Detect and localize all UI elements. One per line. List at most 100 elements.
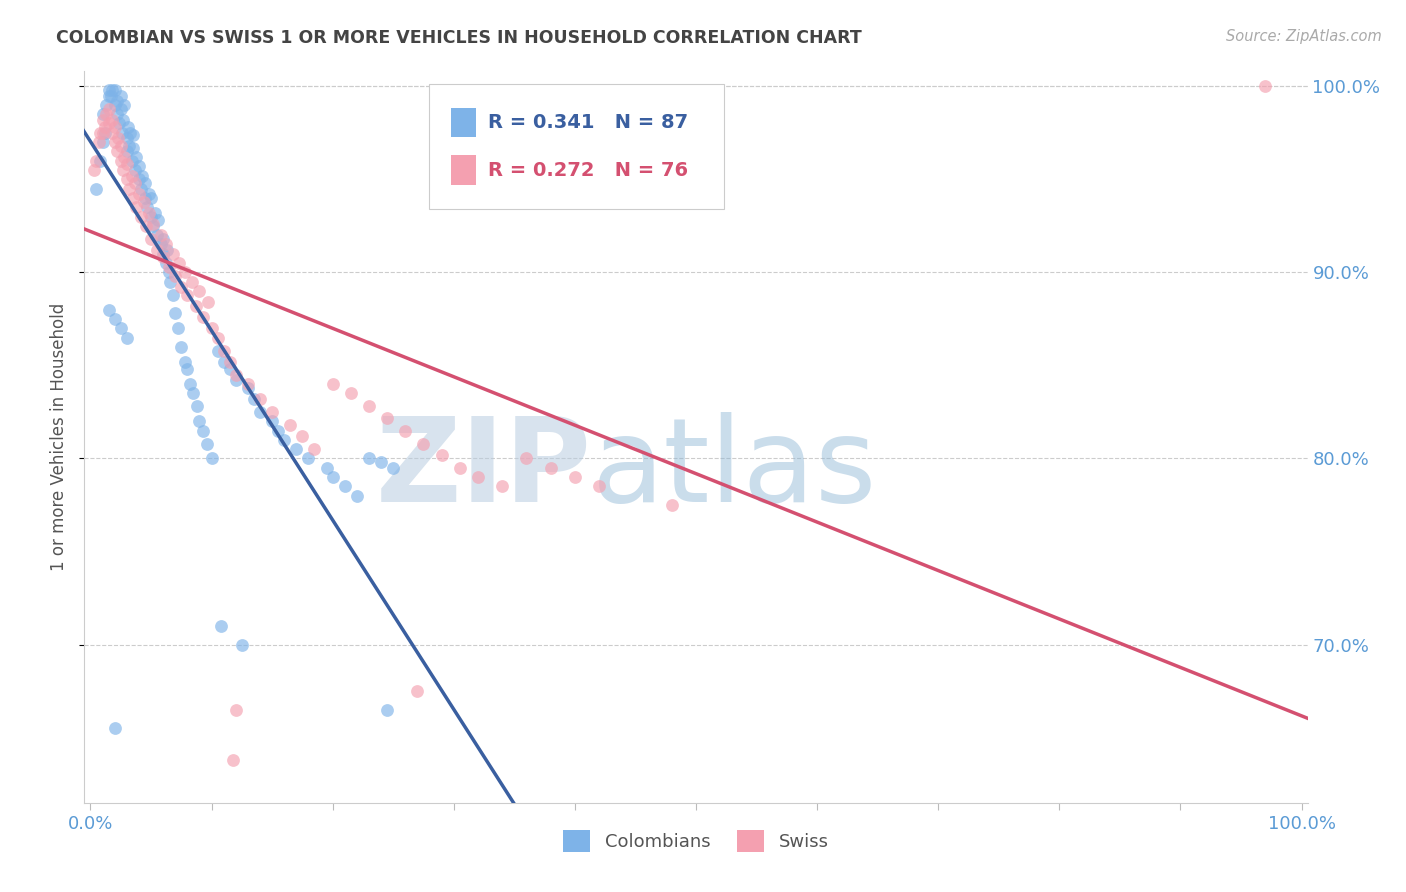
Point bbox=[138, 206, 160, 220]
Text: atlas: atlas bbox=[592, 412, 877, 527]
Point bbox=[142, 217, 165, 231]
Point bbox=[357, 400, 380, 414]
Point bbox=[139, 191, 162, 205]
Point bbox=[115, 131, 138, 145]
Point bbox=[1254, 79, 1277, 94]
Point bbox=[225, 703, 247, 717]
Point bbox=[156, 243, 179, 257]
Point bbox=[207, 330, 229, 344]
Point bbox=[165, 306, 187, 320]
Point bbox=[121, 128, 143, 142]
Point bbox=[105, 107, 128, 121]
Point bbox=[170, 280, 193, 294]
Point bbox=[138, 187, 160, 202]
Point bbox=[170, 340, 193, 354]
FancyBboxPatch shape bbox=[451, 155, 475, 185]
Point bbox=[112, 163, 135, 178]
Point bbox=[162, 287, 184, 301]
Point bbox=[112, 112, 135, 127]
Text: COLOMBIAN VS SWISS 1 OR MORE VEHICLES IN HOUSEHOLD CORRELATION CHART: COLOMBIAN VS SWISS 1 OR MORE VEHICLES IN… bbox=[56, 29, 862, 46]
Point bbox=[207, 343, 229, 358]
Point bbox=[83, 163, 105, 178]
Point bbox=[370, 455, 392, 469]
Point bbox=[155, 256, 177, 270]
Point bbox=[222, 753, 245, 767]
Point bbox=[322, 377, 344, 392]
Point bbox=[94, 126, 117, 140]
Point bbox=[121, 153, 143, 168]
Point bbox=[243, 392, 266, 406]
Point bbox=[87, 135, 110, 149]
Point bbox=[104, 135, 127, 149]
Point bbox=[291, 429, 314, 443]
Point bbox=[449, 460, 471, 475]
Point bbox=[181, 275, 204, 289]
Point bbox=[129, 210, 152, 224]
Point bbox=[430, 448, 453, 462]
Point bbox=[382, 460, 405, 475]
Point bbox=[167, 256, 190, 270]
Point bbox=[278, 417, 301, 432]
Point bbox=[104, 722, 127, 736]
Point bbox=[112, 98, 135, 112]
Point bbox=[96, 98, 118, 112]
Point bbox=[176, 362, 198, 376]
Point bbox=[186, 400, 208, 414]
Point bbox=[297, 451, 319, 466]
Point bbox=[131, 169, 153, 183]
Point bbox=[96, 107, 118, 121]
Point bbox=[104, 312, 127, 326]
Point bbox=[118, 138, 141, 153]
Point bbox=[115, 145, 138, 159]
Point bbox=[157, 265, 180, 279]
FancyBboxPatch shape bbox=[429, 84, 724, 209]
Point bbox=[97, 302, 120, 317]
Point bbox=[155, 237, 177, 252]
Point bbox=[148, 213, 170, 227]
Point bbox=[101, 126, 124, 140]
Point bbox=[104, 83, 127, 97]
Point bbox=[121, 141, 143, 155]
Point bbox=[115, 157, 138, 171]
Point bbox=[91, 135, 114, 149]
Point bbox=[135, 219, 157, 233]
Point bbox=[173, 265, 195, 279]
FancyBboxPatch shape bbox=[451, 108, 475, 137]
Point bbox=[412, 436, 434, 450]
Point bbox=[157, 260, 180, 274]
Point bbox=[406, 684, 429, 698]
Point bbox=[200, 321, 222, 335]
Point bbox=[146, 228, 169, 243]
Point bbox=[110, 138, 132, 153]
Point bbox=[118, 181, 141, 195]
Point bbox=[128, 159, 150, 173]
Y-axis label: 1 or more Vehicles in Household: 1 or more Vehicles in Household bbox=[51, 303, 69, 571]
Point bbox=[104, 120, 127, 135]
Point bbox=[322, 470, 344, 484]
Point bbox=[143, 206, 166, 220]
Point bbox=[491, 479, 513, 493]
Point bbox=[91, 112, 114, 127]
Point bbox=[128, 172, 150, 186]
Point bbox=[262, 405, 284, 419]
Point bbox=[121, 191, 143, 205]
Point bbox=[132, 194, 155, 209]
Point bbox=[115, 330, 138, 344]
Point bbox=[191, 424, 214, 438]
Point bbox=[97, 88, 120, 103]
Point bbox=[304, 442, 326, 457]
Point bbox=[152, 232, 174, 246]
Point bbox=[159, 275, 181, 289]
Point bbox=[212, 343, 235, 358]
Point bbox=[267, 424, 290, 438]
Point bbox=[91, 107, 114, 121]
Point bbox=[104, 98, 127, 112]
Point bbox=[188, 284, 211, 298]
Point bbox=[179, 377, 201, 392]
Point bbox=[108, 116, 131, 130]
Point bbox=[110, 102, 132, 116]
Point bbox=[218, 354, 240, 368]
Point bbox=[209, 619, 232, 633]
Point bbox=[285, 442, 308, 457]
Point bbox=[152, 251, 174, 265]
